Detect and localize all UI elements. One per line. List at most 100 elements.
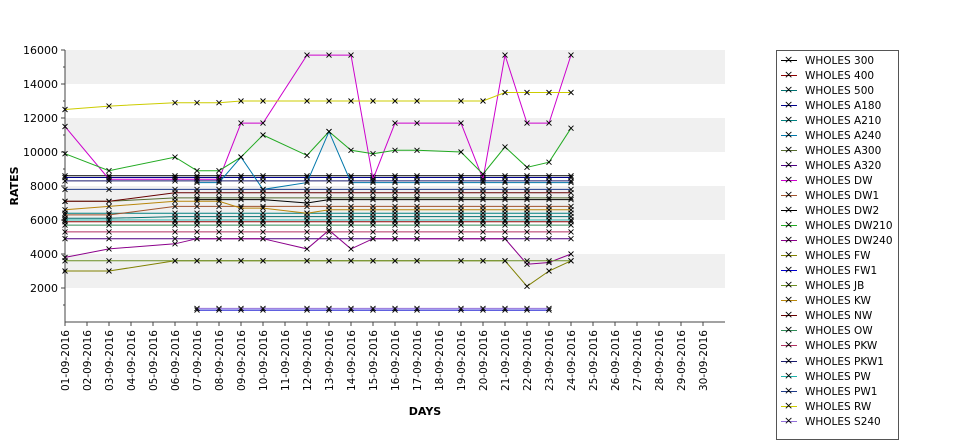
x-tick-label: 02-09-2016 bbox=[82, 330, 94, 391]
data-point bbox=[392, 120, 398, 126]
data-point bbox=[502, 229, 508, 235]
data-point bbox=[260, 178, 266, 184]
data-point bbox=[238, 98, 244, 104]
legend-item: × WHOLES PKW1 bbox=[781, 354, 899, 369]
data-point bbox=[106, 186, 112, 193]
legend-label: WHOLES FW bbox=[805, 250, 871, 263]
data-point bbox=[568, 235, 574, 242]
data-point bbox=[62, 217, 68, 223]
data-point bbox=[414, 257, 420, 264]
legend-label: WHOLES PW bbox=[805, 370, 871, 383]
x-tick-label: 14-09-2016 bbox=[346, 330, 358, 391]
legend-label: WHOLES DW1 bbox=[805, 189, 880, 202]
data-point bbox=[106, 103, 112, 109]
y-tick-label: 8000 bbox=[30, 180, 58, 193]
series-line bbox=[197, 199, 571, 204]
data-point bbox=[370, 178, 376, 184]
data-point bbox=[106, 222, 112, 228]
data-point bbox=[216, 186, 222, 193]
data-point bbox=[172, 99, 178, 106]
y-axis-label: RATES bbox=[8, 166, 21, 205]
data-point bbox=[546, 186, 552, 193]
data-point bbox=[568, 89, 574, 96]
data-point bbox=[502, 305, 508, 312]
legend-label: WHOLES DW2 bbox=[805, 205, 880, 217]
legend-marker-icon: × bbox=[781, 218, 797, 232]
x-tick-label: 12-09-2016 bbox=[302, 330, 314, 391]
data-point bbox=[524, 283, 530, 290]
data-point bbox=[568, 186, 574, 193]
data-point bbox=[502, 89, 508, 96]
data-point bbox=[546, 257, 552, 264]
data-point bbox=[260, 217, 266, 223]
data-point bbox=[502, 235, 508, 242]
legend-item: × WHOLES OW bbox=[781, 323, 899, 339]
data-point bbox=[326, 222, 332, 228]
data-point bbox=[62, 150, 68, 157]
x-tick-label: 19-09-2016 bbox=[456, 330, 468, 391]
data-point bbox=[216, 229, 222, 235]
data-point bbox=[216, 210, 222, 217]
series-wholes-kw bbox=[62, 198, 574, 217]
data-point bbox=[414, 305, 420, 312]
data-point bbox=[238, 229, 244, 235]
legend-item: × WHOLES RW bbox=[781, 399, 899, 414]
data-point bbox=[304, 217, 310, 223]
data-point bbox=[106, 212, 112, 218]
data-point bbox=[370, 186, 376, 193]
legend-item: × WHOLES FW1 bbox=[781, 263, 899, 279]
data-point bbox=[62, 268, 68, 274]
legend-item: × WHOLES 400 bbox=[781, 68, 899, 83]
legend-label: WHOLES A240 bbox=[805, 129, 882, 142]
data-point bbox=[546, 178, 552, 184]
legend-label: WHOLES A300 bbox=[805, 144, 882, 157]
data-point bbox=[458, 305, 464, 312]
data-point bbox=[304, 98, 310, 104]
legend-marker-icon: × bbox=[781, 188, 797, 202]
data-point bbox=[568, 178, 574, 184]
data-point bbox=[480, 217, 486, 223]
data-point bbox=[216, 217, 222, 223]
x-tick-label: 24-09-2016 bbox=[566, 330, 578, 391]
data-point bbox=[348, 196, 354, 203]
x-tick-label: 08-09-2016 bbox=[214, 330, 226, 391]
y-tick-label: 10000 bbox=[23, 146, 58, 159]
legend-label: WHOLES PW1 bbox=[805, 385, 878, 398]
data-point bbox=[194, 257, 200, 264]
data-point bbox=[392, 222, 398, 228]
series-wholes-dw2 bbox=[194, 196, 574, 206]
data-point bbox=[62, 222, 68, 228]
data-point bbox=[348, 52, 354, 58]
data-point bbox=[106, 246, 112, 252]
data-point bbox=[458, 196, 464, 203]
data-point bbox=[216, 257, 222, 264]
legend-item: × WHOLES A320 bbox=[781, 158, 899, 173]
data-point bbox=[326, 305, 332, 312]
legend-marker-icon: × bbox=[781, 113, 797, 127]
legend-item: × WHOLES PW bbox=[781, 369, 899, 384]
data-point bbox=[194, 99, 200, 106]
data-point bbox=[216, 198, 222, 205]
data-point bbox=[194, 167, 200, 174]
y-tick-label: 12000 bbox=[23, 112, 58, 125]
x-tick-label: 25-09-2016 bbox=[588, 330, 600, 391]
grid-band bbox=[65, 254, 725, 288]
legend-marker-icon: × bbox=[781, 278, 797, 292]
data-point bbox=[568, 217, 574, 223]
data-point bbox=[304, 210, 310, 217]
data-point bbox=[194, 305, 200, 312]
data-point bbox=[172, 154, 178, 160]
data-point bbox=[348, 235, 354, 242]
data-point bbox=[238, 196, 244, 203]
data-point bbox=[260, 132, 266, 138]
data-point bbox=[62, 106, 68, 113]
legend-marker-icon: × bbox=[781, 384, 797, 398]
data-point bbox=[260, 120, 266, 126]
data-point bbox=[546, 159, 552, 166]
data-point bbox=[216, 167, 222, 174]
data-point bbox=[414, 229, 420, 235]
x-tick-label: 16-09-2016 bbox=[390, 330, 402, 391]
data-point bbox=[172, 203, 178, 210]
data-point bbox=[480, 229, 486, 235]
legend-item: × WHOLES A240 bbox=[781, 128, 899, 143]
